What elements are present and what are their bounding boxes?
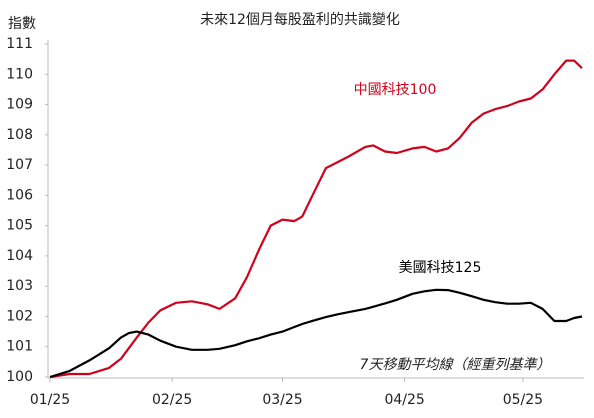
chart-title: 未來12個月每股盈利的共識變化 [200,12,400,28]
series-label: 中國科技100 [354,82,437,98]
y-tick-label: 101 [6,339,33,355]
series-label: 美國科技125 [399,260,482,276]
x-tick-label: 03/25 [262,392,302,408]
annotation: 7天移動平均線（經重列基準） [360,357,551,373]
x-tick-label: 01/25 [30,392,70,408]
y-tick-label: 109 [6,97,33,113]
y-tick-label: 103 [6,278,33,294]
x-tick-label: 04/25 [384,392,424,408]
x-tick-label: 02/25 [152,392,192,408]
series-line [49,59,583,379]
y-tick-label: 105 [6,218,33,234]
y-tick-label: 100 [6,369,33,385]
y-tick-label: 110 [6,66,33,82]
y-tick-label: 107 [6,157,33,173]
y-tick-label: 106 [6,187,33,203]
y-tick-label: 108 [6,127,33,143]
series-line [49,288,583,379]
x-tick-label: 05/25 [503,392,543,408]
y-tick-label: 102 [6,308,33,324]
y-axis-label: 指數 [8,16,36,32]
y-tick-label: 111 [6,36,33,52]
y-tick-label: 104 [6,248,33,264]
